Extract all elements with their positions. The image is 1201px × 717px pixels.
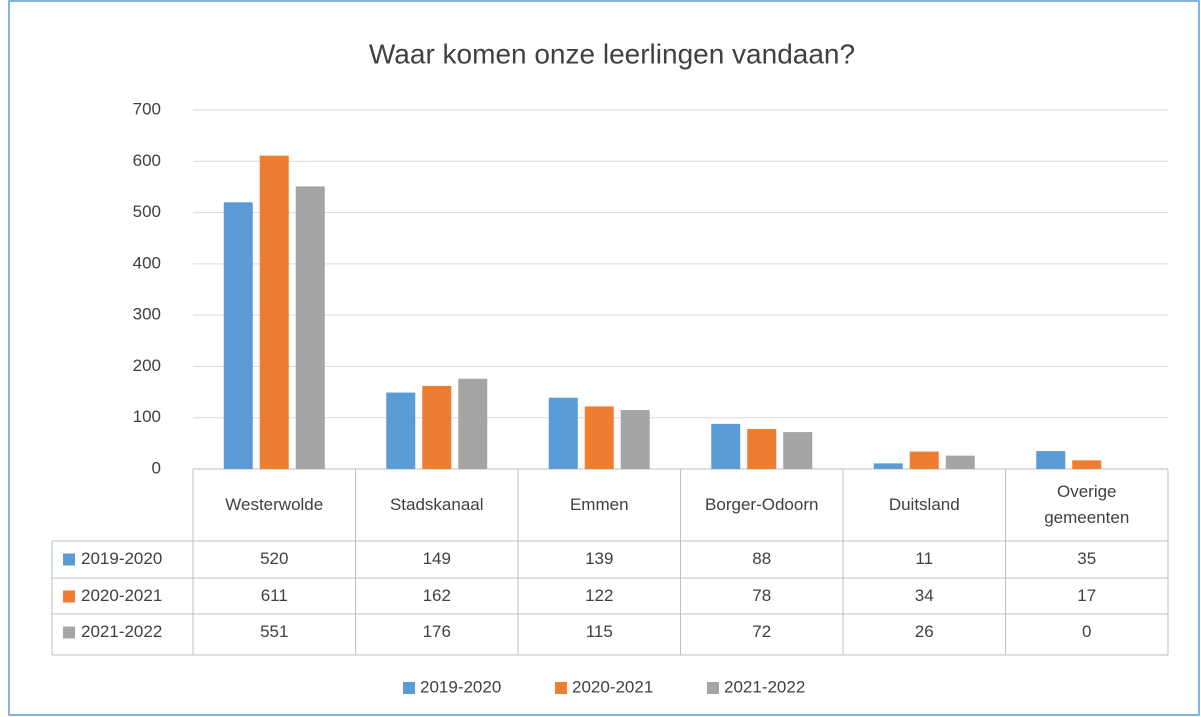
y-tick-label: 200	[133, 356, 161, 375]
bar	[458, 378, 488, 469]
bar	[295, 186, 325, 469]
table-value: 35	[1077, 549, 1096, 568]
legend-label: 2021-2022	[724, 677, 805, 696]
table-value: 149	[423, 549, 451, 568]
x-tick-label: Emmen	[569, 495, 629, 514]
bar	[548, 397, 578, 469]
bar	[1072, 460, 1102, 469]
table-value: 176	[423, 622, 451, 641]
legend-label: 2019-2020	[420, 677, 501, 696]
legend-key	[707, 682, 719, 694]
table-value: 520	[260, 549, 288, 568]
table-value: 88	[752, 549, 771, 568]
bar	[386, 392, 416, 469]
chart-title: Waar komen onze leerlingen vandaan?	[369, 38, 855, 69]
y-tick-label: 300	[133, 305, 161, 324]
table-legend-key	[63, 626, 75, 639]
chart-border	[8, 0, 1200, 716]
table-value: 26	[915, 622, 934, 641]
table-series-label: 2020-2021	[81, 586, 162, 605]
y-tick-label: 700	[133, 99, 161, 118]
table-series-label: 2021-2022	[81, 622, 162, 641]
bar	[259, 155, 289, 469]
y-tick-label: 100	[133, 407, 161, 426]
legend-key	[555, 682, 567, 694]
y-tick-label: 500	[133, 202, 161, 221]
table-value: 115	[586, 622, 613, 641]
y-tick-label: 600	[133, 151, 161, 170]
bar	[422, 385, 452, 469]
table-value: 551	[260, 622, 288, 641]
table-series-label: 2019-2020	[81, 549, 162, 568]
table-legend-key	[63, 553, 75, 566]
table-value: 162	[423, 586, 451, 605]
legend-label: 2020-2021	[572, 677, 653, 696]
y-tick-label: 0	[152, 458, 161, 477]
bar	[945, 455, 975, 469]
table-value: 34	[915, 586, 934, 605]
table-value: 72	[752, 622, 771, 641]
table-value: 17	[1077, 586, 1096, 605]
bar	[783, 432, 813, 469]
bar	[909, 451, 939, 469]
x-tick-label: Westerwolde	[225, 495, 324, 514]
table-value: 611	[261, 586, 288, 605]
table-value: 11	[915, 549, 933, 568]
x-tick-label: Duitsland	[888, 495, 960, 514]
table-value: 139	[585, 549, 613, 568]
x-tick-label: Stadskanaal	[389, 495, 484, 514]
legend-key	[403, 682, 415, 694]
x-tick-label: Overige gemeenten	[1044, 482, 1130, 527]
bar	[584, 406, 614, 469]
bar	[223, 202, 253, 470]
bar	[620, 410, 650, 469]
bar	[873, 463, 903, 469]
y-tick-label: 400	[133, 253, 161, 272]
bar	[711, 423, 741, 469]
x-tick-label: Borger-Odoorn	[705, 495, 819, 514]
table-legend-key	[63, 590, 75, 603]
table-value: 0	[1082, 622, 1091, 641]
bar	[747, 428, 777, 469]
table-value: 78	[752, 586, 771, 605]
table-value: 122	[585, 586, 613, 605]
bar	[1036, 451, 1066, 469]
